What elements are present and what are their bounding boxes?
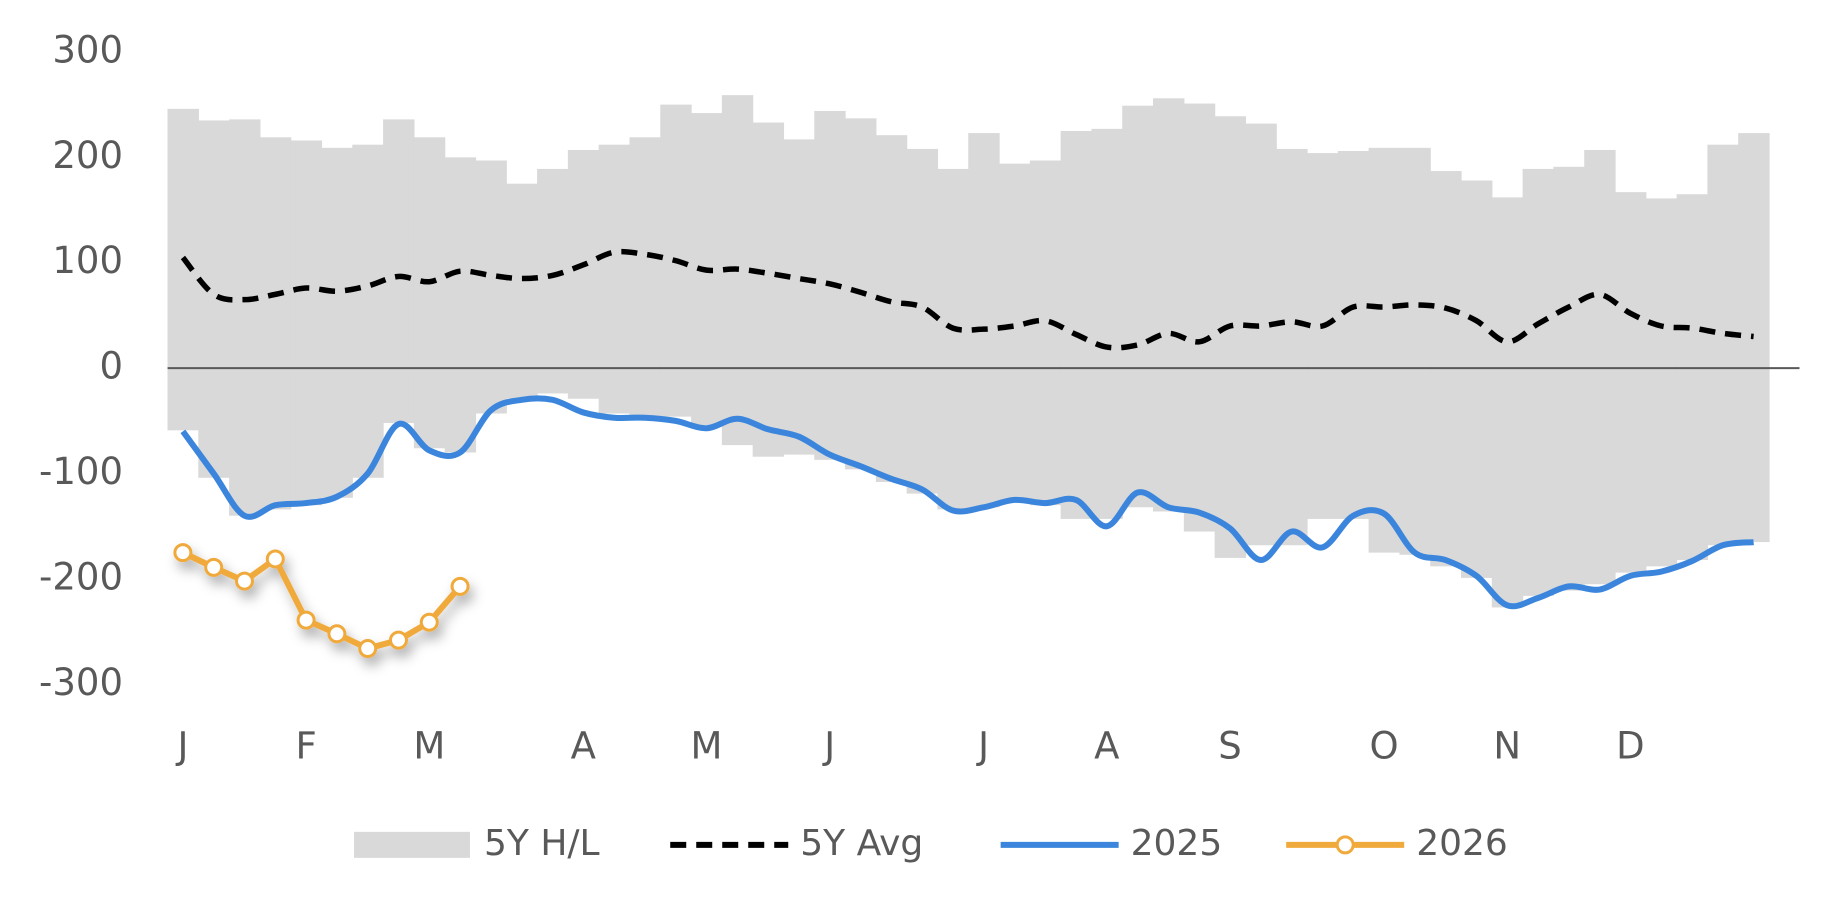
- range-bar: [937, 168, 969, 510]
- series-marker: [388, 630, 408, 650]
- range-bar: [413, 137, 446, 449]
- range-bar: [1584, 149, 1616, 585]
- y-tick-label: -200: [39, 555, 123, 598]
- range-bar: [537, 168, 569, 394]
- x-tick-label: S: [1218, 725, 1242, 768]
- series-marker: [358, 639, 378, 659]
- range-bar: [506, 183, 538, 399]
- range-bar: [906, 148, 939, 494]
- range-bar: [352, 144, 384, 478]
- range-bar: [783, 139, 815, 455]
- legend-swatch: [354, 831, 470, 858]
- series-line: [180, 395, 1754, 610]
- series-marker: [450, 576, 470, 596]
- range-bar: [1245, 123, 1277, 546]
- y-tick-label: -100: [39, 450, 123, 493]
- range-bar: [1399, 147, 1431, 555]
- series-marker: [173, 543, 193, 563]
- legend-label: 5Y Avg: [800, 823, 923, 864]
- range-bar: [321, 147, 353, 498]
- y-tick-label: -300: [39, 661, 123, 704]
- x-tick-label: J: [175, 725, 188, 768]
- x-tick-label: F: [295, 725, 316, 768]
- legend-label: 2026: [1416, 823, 1508, 864]
- x-tick-label: M: [413, 725, 445, 768]
- range-bar: [1183, 103, 1216, 532]
- range-bar: [999, 163, 1031, 503]
- range-bar: [1522, 168, 1555, 596]
- y-tick-label: 300: [52, 28, 123, 71]
- range-bar: [567, 149, 600, 399]
- range-bar: [1060, 130, 1093, 519]
- x-tick-label: J: [822, 725, 835, 768]
- x-tick-label: M: [690, 725, 722, 768]
- range-bar: [1461, 180, 1493, 578]
- y-tick-label: 200: [52, 134, 123, 177]
- legend-label: 2025: [1131, 823, 1223, 864]
- range-bar: [290, 140, 323, 506]
- x-tick-label: A: [571, 725, 596, 768]
- range-bar: [1337, 151, 1370, 519]
- x-tick-label: D: [1616, 725, 1645, 768]
- range-bar: [475, 160, 507, 414]
- series-marker: [327, 624, 347, 644]
- x-tick-label: O: [1369, 725, 1398, 768]
- series-line: [181, 549, 463, 652]
- series-marker: [204, 557, 224, 577]
- y-tick-label: 100: [52, 239, 123, 282]
- range-bar: [752, 122, 785, 457]
- range-bar: [875, 135, 908, 483]
- range-bar: [383, 119, 415, 423]
- range-bar: [1615, 192, 1647, 573]
- range-bar: [1122, 105, 1154, 508]
- series-marker: [234, 571, 254, 591]
- range-bar: [968, 133, 1000, 508]
- range-bar: [1645, 198, 1678, 567]
- series-group: [173, 543, 470, 659]
- series-marker: [296, 610, 316, 630]
- range-bar: [259, 137, 292, 510]
- range-bar: [1368, 147, 1401, 553]
- range-bar: [1029, 160, 1062, 506]
- range-bar: [629, 137, 661, 417]
- legend-label: 5Y H/L: [484, 823, 600, 864]
- range-bar: [1707, 144, 1739, 546]
- range-bar: [1307, 153, 1339, 519]
- range-bar: [1091, 128, 1123, 519]
- range-bar: [444, 157, 477, 453]
- range-bar: [167, 108, 199, 431]
- range-bar: [1276, 148, 1308, 546]
- range-bar: [1676, 194, 1709, 561]
- series-line: [180, 248, 1754, 351]
- range-bar: [598, 144, 631, 414]
- range-bar: [1738, 133, 1770, 543]
- range-bar: [1214, 116, 1247, 558]
- series-marker: [419, 612, 439, 632]
- range-bar: [229, 119, 261, 516]
- x-tick-label: N: [1493, 725, 1521, 768]
- legend-marker: [1335, 835, 1355, 855]
- range-bar: [1153, 98, 1185, 512]
- series-marker: [265, 549, 285, 569]
- range-bar: [1553, 166, 1585, 591]
- range-bar: [1491, 197, 1524, 608]
- x-tick-label: A: [1094, 725, 1119, 768]
- x-tick-label: J: [976, 725, 989, 768]
- y-tick-label: 0: [99, 345, 123, 388]
